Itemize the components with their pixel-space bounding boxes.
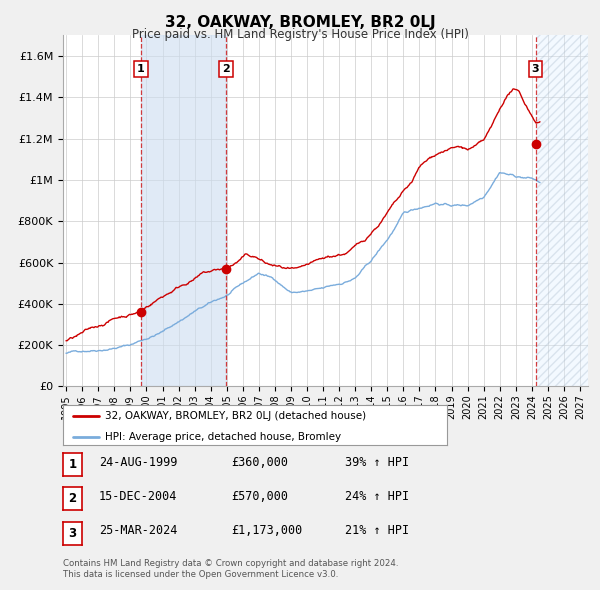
Text: 3: 3 — [68, 526, 77, 539]
Bar — [141, 35, 226, 386]
Text: 39% ↑ HPI: 39% ↑ HPI — [345, 456, 409, 469]
Text: Contains HM Land Registry data © Crown copyright and database right 2024.: Contains HM Land Registry data © Crown c… — [63, 559, 398, 568]
Text: £570,000: £570,000 — [231, 490, 288, 503]
Bar — [536, 35, 588, 386]
Text: This data is licensed under the Open Government Licence v3.0.: This data is licensed under the Open Gov… — [63, 571, 338, 579]
Text: £1,173,000: £1,173,000 — [231, 525, 302, 537]
Text: 1: 1 — [137, 64, 145, 74]
Text: 32, OAKWAY, BROMLEY, BR2 0LJ: 32, OAKWAY, BROMLEY, BR2 0LJ — [164, 15, 436, 30]
Text: £360,000: £360,000 — [231, 456, 288, 469]
Text: 32, OAKWAY, BROMLEY, BR2 0LJ (detached house): 32, OAKWAY, BROMLEY, BR2 0LJ (detached h… — [105, 411, 367, 421]
Text: 15-DEC-2004: 15-DEC-2004 — [99, 490, 178, 503]
Text: 25-MAR-2024: 25-MAR-2024 — [99, 525, 178, 537]
Text: 24% ↑ HPI: 24% ↑ HPI — [345, 490, 409, 503]
Text: 3: 3 — [532, 64, 539, 74]
Text: 2: 2 — [222, 64, 230, 74]
Text: 21% ↑ HPI: 21% ↑ HPI — [345, 525, 409, 537]
Text: 1: 1 — [68, 458, 77, 471]
Text: HPI: Average price, detached house, Bromley: HPI: Average price, detached house, Brom… — [105, 432, 341, 442]
Text: 2: 2 — [68, 492, 77, 505]
Text: 24-AUG-1999: 24-AUG-1999 — [99, 456, 178, 469]
Text: Price paid vs. HM Land Registry's House Price Index (HPI): Price paid vs. HM Land Registry's House … — [131, 28, 469, 41]
